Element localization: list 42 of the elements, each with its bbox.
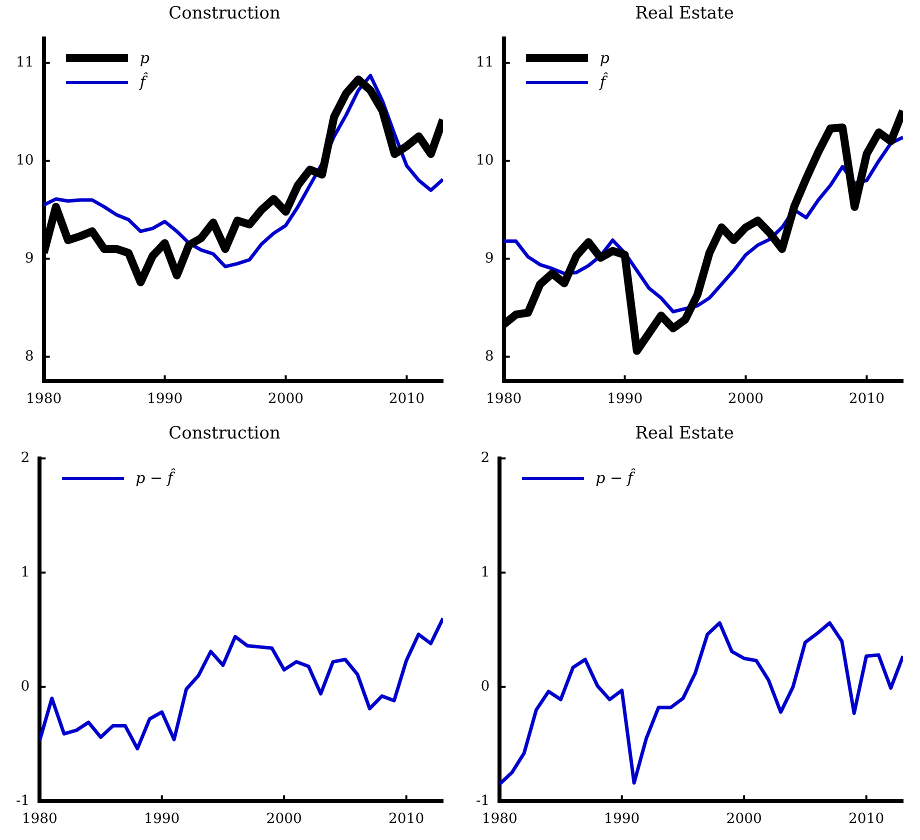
y-tick-label: 2 — [480, 450, 490, 466]
x-tick-label: 1990 — [606, 391, 643, 408]
y-tick-label: 0 — [480, 678, 490, 695]
y-tick-label: 1 — [480, 564, 490, 580]
legend-label: p — [600, 49, 610, 68]
chart-title: Construction — [168, 4, 280, 24]
x-tick-label: 2010 — [388, 391, 425, 408]
y-tick-label: 2 — [20, 450, 30, 466]
y-tick-label: 1 — [20, 564, 30, 580]
x-tick-label: 2010 — [848, 811, 884, 828]
y-tick-label: -1 — [16, 792, 30, 809]
x-tick-label: 2000 — [726, 811, 762, 828]
x-tick-label: 1990 — [144, 811, 180, 828]
chart-title: Real Estate — [635, 424, 734, 444]
y-tick-label: 11 — [476, 54, 494, 71]
x-tick-label: 2010 — [388, 811, 424, 828]
x-tick-label: 1990 — [604, 811, 640, 828]
y-tick-label: 8 — [484, 348, 494, 364]
legend-label: f̂ — [600, 73, 606, 92]
y-tick-label: 9 — [24, 250, 34, 266]
chart-title: Construction — [168, 424, 280, 444]
y-tick-label: 11 — [16, 54, 34, 71]
x-tick-label: 1980 — [486, 391, 522, 408]
y-tick-label: 10 — [16, 152, 34, 168]
legend-label: p — [140, 49, 150, 68]
legend-label: p − f̂ — [136, 469, 173, 488]
x-tick-label: 2010 — [848, 391, 885, 408]
y-tick-label: -1 — [476, 792, 490, 809]
x-tick-label: 1980 — [482, 811, 518, 828]
legend-label: f̂ — [140, 73, 146, 92]
x-tick-label: 2000 — [268, 391, 304, 408]
y-tick-label: 8 — [24, 348, 34, 364]
x-tick-label: 2000 — [728, 391, 764, 408]
chart-title: Real Estate — [635, 4, 734, 24]
x-tick-label: 1980 — [26, 391, 62, 408]
x-tick-label: 1980 — [22, 811, 58, 828]
x-tick-label: 2000 — [266, 811, 302, 828]
legend-label: p − f̂ — [596, 469, 633, 488]
x-tick-label: 1990 — [146, 391, 183, 408]
y-tick-label: 9 — [484, 250, 494, 266]
y-tick-label: 10 — [476, 152, 494, 168]
y-tick-label: 0 — [20, 678, 30, 695]
